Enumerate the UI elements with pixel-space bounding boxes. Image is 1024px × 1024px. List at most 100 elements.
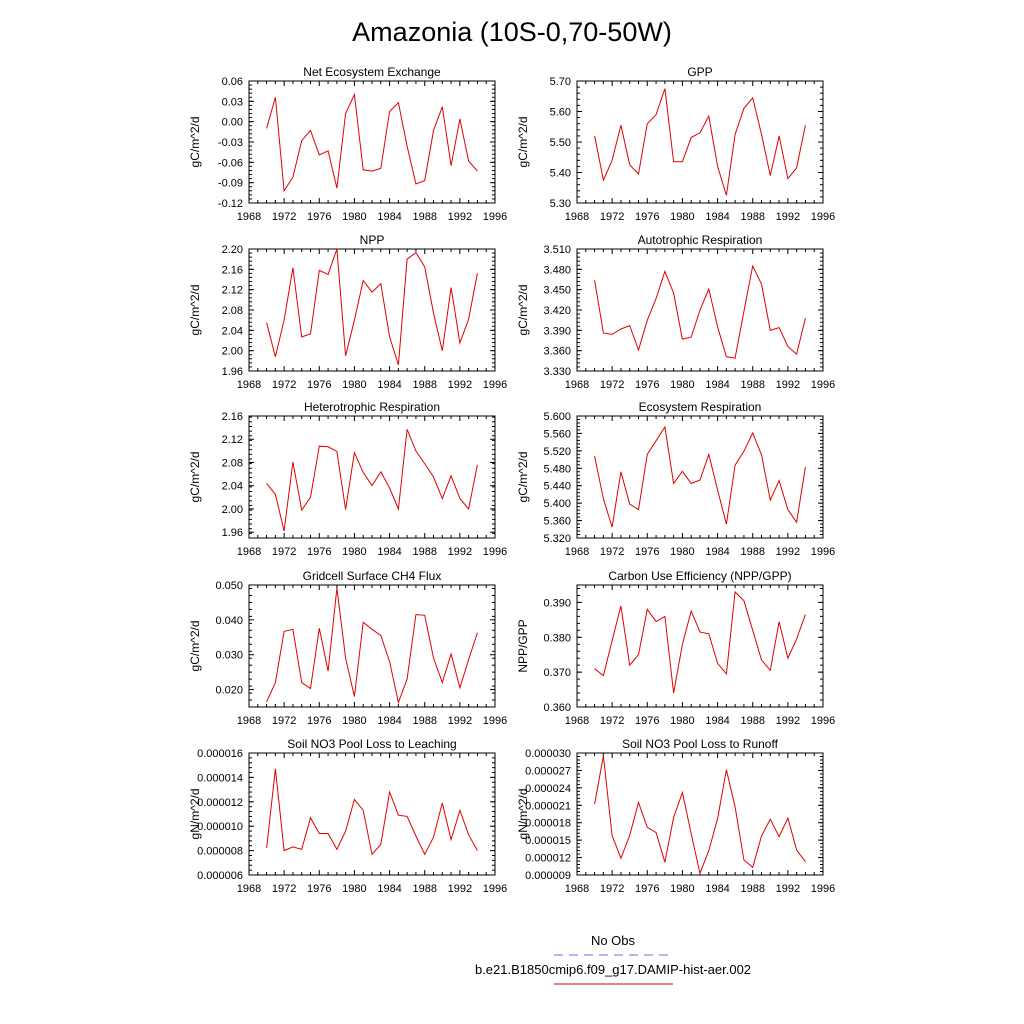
x-tick-label: 1976 (635, 715, 659, 727)
series-line-model (594, 755, 806, 876)
y-axis-label: gC/m^2/d (516, 117, 530, 168)
y-tick-label: 3.510 (543, 244, 571, 256)
x-tick-label: 1972 (272, 211, 296, 223)
y-tick-label: 2.08 (222, 457, 243, 469)
panel-title: Carbon Use Efficiency (NPP/GPP) (608, 569, 791, 583)
y-tick-label: 0.000008 (197, 846, 243, 858)
y-axis-label: gC/m^2/d (188, 452, 202, 503)
x-tick-label: 1980 (670, 211, 694, 223)
y-tick-label: 0.000012 (525, 853, 571, 865)
x-tick-label: 1988 (412, 211, 436, 223)
y-tick-label: 0.000016 (197, 748, 243, 760)
panel-grid: Net Ecosystem Exchange gC/m^2/d 1968 1972 19… (188, 65, 835, 895)
x-tick-label: 1980 (342, 546, 366, 558)
y-axis-label: gN/m^2/d (188, 789, 202, 840)
panel-title: Gridcell Surface CH4 Flux (303, 569, 442, 583)
x-tick-label: 1976 (307, 883, 331, 895)
legend: No Obs b.e21.B1850cmip6.f09_g17.DAMIP-hi… (475, 933, 751, 985)
x-tick-label: 1988 (740, 546, 764, 558)
y-tick-label: 0.020 (215, 685, 243, 697)
series-line-model (594, 88, 806, 196)
y-tick-label: 2.00 (222, 346, 243, 358)
y-tick-label: 2.16 (222, 411, 243, 423)
y-tick-label: 0.000006 (197, 870, 243, 882)
x-tick-label: 1996 (811, 211, 835, 223)
x-tick-label: 1996 (483, 715, 507, 727)
x-tick-label: 1976 (307, 546, 331, 558)
y-tick-label: 3.330 (543, 366, 571, 378)
panel-title: Net Ecosystem Exchange (303, 65, 441, 79)
y-tick-label: 3.390 (543, 325, 571, 337)
x-tick-label: 1976 (635, 546, 659, 558)
plot-frame (248, 584, 496, 708)
x-tick-label: 1988 (412, 379, 436, 391)
plot-frame (248, 752, 496, 876)
panel-title: Autotrophic Respiration (638, 233, 763, 247)
x-tick-label: 1968 (565, 715, 589, 727)
x-tick-label: 1968 (565, 211, 589, 223)
y-tick-label: 0.370 (543, 667, 571, 679)
x-tick-label: 1996 (811, 883, 835, 895)
x-tick-label: 1988 (740, 883, 764, 895)
y-axis-label: gC/m^2/d (516, 452, 530, 503)
y-tick-label: 3.420 (543, 305, 571, 317)
panel-9: Soil NO3 Pool Loss to Leaching gN/m^2/d 19… (188, 737, 507, 895)
x-tick-label: 1988 (740, 715, 764, 727)
y-tick-label: 0.000024 (525, 783, 571, 795)
x-tick-label: 1992 (776, 546, 800, 558)
plot-frame (576, 80, 824, 204)
x-tick-label: 1984 (705, 715, 729, 727)
x-tick-label: 1972 (600, 883, 624, 895)
x-tick-label: 1992 (776, 883, 800, 895)
x-tick-label: 1972 (272, 715, 296, 727)
y-tick-label: 0.360 (543, 702, 571, 714)
y-tick-label: 2.20 (222, 244, 243, 256)
x-tick-label: 1968 (565, 883, 589, 895)
x-tick-label: 1992 (776, 379, 800, 391)
x-tick-label: 1976 (635, 379, 659, 391)
x-tick-label: 1980 (342, 211, 366, 223)
x-tick-label: 1984 (377, 211, 401, 223)
x-tick-label: 1984 (377, 715, 401, 727)
y-tick-label: 5.360 (543, 516, 571, 528)
y-axis-label: NPP/GPP (516, 619, 530, 672)
y-tick-label: 0.06 (222, 76, 243, 88)
y-tick-label: 2.08 (222, 305, 243, 317)
x-tick-label: 1968 (237, 211, 261, 223)
y-tick-label: 0.000009 (525, 870, 571, 882)
y-tick-label: 5.520 (543, 446, 571, 458)
y-tick-label: 0.000014 (197, 772, 243, 784)
panel-2: GPP gC/m^2/d 1968 1972 1976 1980 1984 1988 1992 1… (516, 65, 835, 223)
x-tick-label: 1968 (565, 546, 589, 558)
y-tick-label: 5.560 (543, 428, 571, 440)
panel-title: Soil NO3 Pool Loss to Runoff (622, 737, 779, 751)
x-tick-label: 1996 (811, 379, 835, 391)
x-tick-label: 1972 (272, 546, 296, 558)
series-line-model (266, 588, 478, 705)
y-tick-label: 3.360 (543, 346, 571, 358)
y-tick-label: -0.09 (218, 178, 243, 190)
y-axis-label: gC/m^2/d (188, 621, 202, 672)
plot-frame (576, 752, 824, 876)
series-line-model (266, 248, 478, 366)
plot-frame (248, 80, 496, 204)
x-tick-label: 1992 (448, 883, 472, 895)
y-tick-label: 0.000030 (525, 748, 571, 760)
x-tick-label: 1992 (448, 546, 472, 558)
y-tick-label: 0.380 (543, 632, 571, 644)
y-tick-label: -0.03 (218, 137, 243, 149)
y-tick-label: 5.400 (543, 498, 571, 510)
y-axis-label: gC/m^2/d (188, 285, 202, 336)
x-tick-label: 1976 (635, 211, 659, 223)
x-tick-label: 1984 (705, 883, 729, 895)
panel-title: NPP (360, 233, 385, 247)
y-tick-label: 2.00 (222, 504, 243, 516)
series-line-model (594, 264, 806, 359)
y-tick-label: 5.600 (543, 411, 571, 423)
x-tick-label: 1996 (811, 715, 835, 727)
y-tick-label: 0.390 (543, 597, 571, 609)
y-tick-label: 0.050 (215, 580, 243, 592)
y-tick-label: 0.000021 (525, 800, 571, 812)
x-tick-label: 1992 (776, 211, 800, 223)
